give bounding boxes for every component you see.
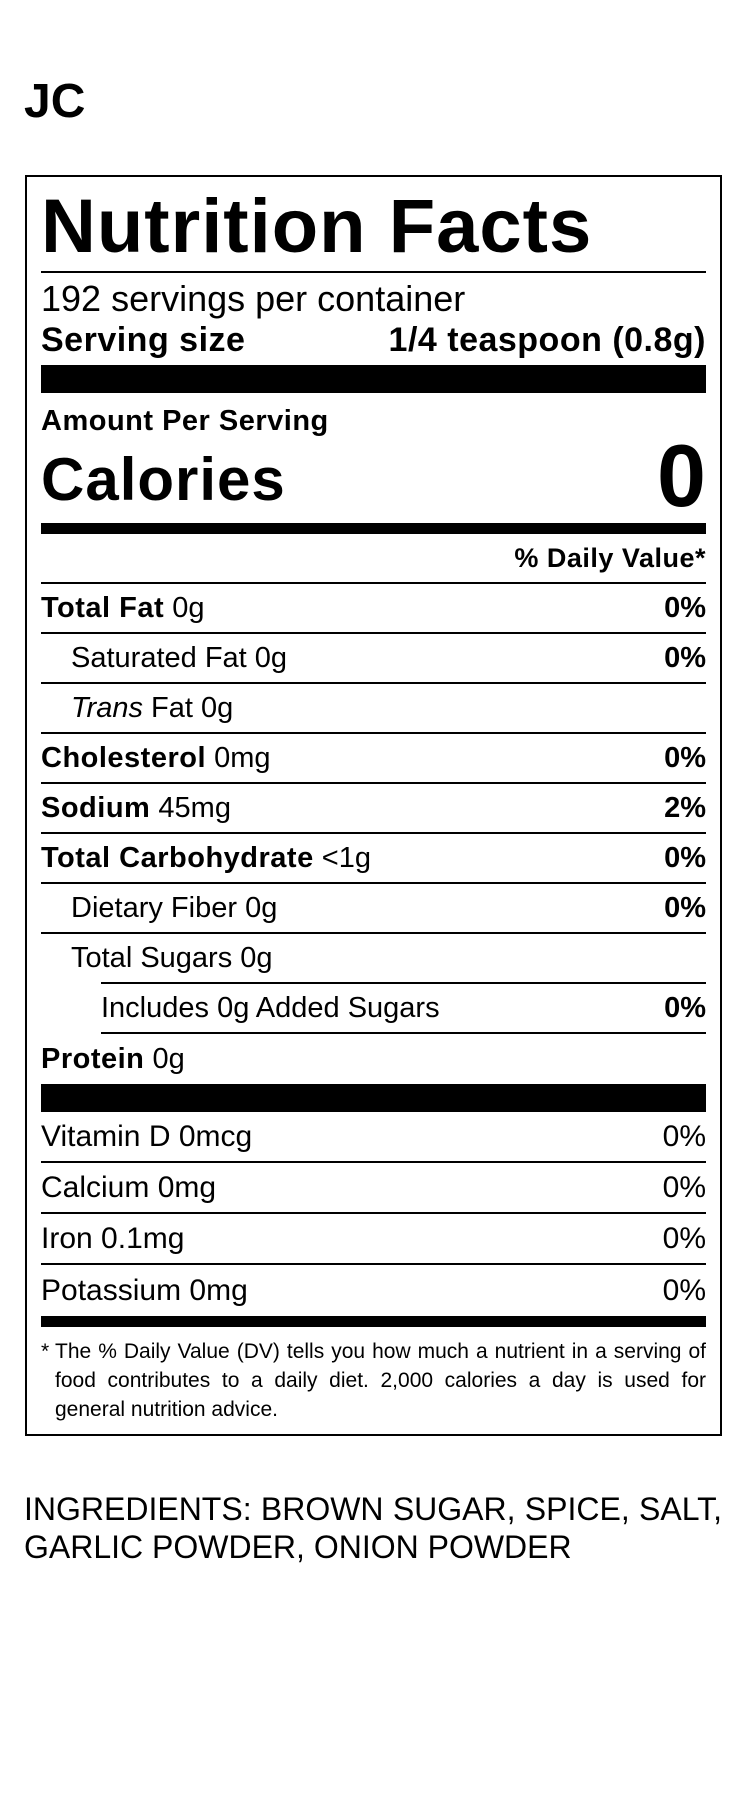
amount-per-serving: Amount Per Serving: [41, 405, 329, 437]
nutrient-name: Protein: [41, 1042, 145, 1075]
nutrient-name: Includes 0g Added Sugars: [101, 991, 440, 1024]
calories-row: Calories 0: [41, 426, 706, 525]
vitamin-amount: 0mg: [189, 1273, 248, 1307]
brand: JC: [24, 75, 86, 128]
servings: 192 servings per container: [41, 278, 466, 319]
calories-value: 0: [657, 426, 706, 525]
nutrient-row: Saturated Fat 0g 0%: [41, 634, 706, 684]
nutrient-dv: 2%: [664, 791, 706, 824]
vitamin-row: Vitamin D 0mcg 0%: [41, 1112, 706, 1163]
vitamin-dv: 0%: [662, 1170, 706, 1204]
nutrient-amount: 45mg: [158, 791, 231, 824]
nutrient-amount: 0g: [254, 641, 288, 674]
vitamin-row: Potassium 0mg 0%: [41, 1265, 706, 1316]
nutrient-dv: 0%: [664, 641, 706, 674]
serving-size-label: Serving size: [41, 321, 246, 359]
serving-size: Serving size 1/4 teaspoon (0.8g): [41, 321, 706, 359]
nutrient-row: Total Fat 0g 0%: [41, 584, 706, 634]
vitamin-dv: 0%: [662, 1273, 706, 1307]
divider: [41, 1084, 706, 1112]
vitamin-name: Calcium: [41, 1170, 150, 1204]
nutrient-dv: 0%: [664, 991, 706, 1024]
nutrient-row: Total Sugars 0g: [71, 934, 706, 984]
divider: [41, 365, 706, 393]
daily-value-header: % Daily Value*: [41, 534, 706, 584]
nutrient-row: Dietary Fiber 0g 0%: [41, 884, 706, 934]
vitamin-row: Iron 0.1mg 0%: [41, 1214, 706, 1265]
nutrient-name: Total Fat: [41, 591, 165, 624]
divider: [41, 1316, 706, 1327]
footnote-mark: *: [41, 1340, 50, 1363]
calories-label: Calories: [41, 446, 286, 513]
nutrient-name-italic: Trans: [71, 691, 143, 724]
nutrient-dv: 0%: [664, 591, 706, 624]
nutrient-row: Protein 0g: [41, 1034, 706, 1084]
nutrient-row: Sodium 45mg 2%: [41, 784, 706, 834]
nutrient-amount: 0mg: [214, 741, 271, 774]
nutrient-name: Fat: [151, 691, 193, 724]
nutrient-amount: 0g: [240, 941, 273, 974]
vitamin-amount: 0mg: [157, 1170, 217, 1204]
vitamin-name: Iron: [41, 1221, 93, 1255]
nutrient-amount: 0g: [152, 1042, 185, 1075]
nutrient-name: Saturated Fat: [71, 641, 247, 674]
vitamin-amount: 0.1mg: [101, 1221, 185, 1255]
vitamin-name: Potassium: [41, 1273, 182, 1307]
nutrient-amount: 0g: [201, 691, 234, 724]
label-title: Nutrition Facts: [41, 183, 706, 273]
nutrient-name: Total Carbohydrate: [41, 841, 314, 874]
vitamin-name: Vitamin D: [41, 1119, 171, 1153]
nutrient-dv: 0%: [664, 741, 706, 774]
nutrient-amount: 0g: [245, 891, 278, 924]
nutrient-name: Total Sugars: [71, 941, 233, 974]
serving-size-value: 1/4 teaspoon (0.8g): [388, 321, 706, 359]
ingredients: INGREDIENTS: BROWN SUGAR, SPICE, SALT, G…: [24, 1491, 722, 1565]
nutrient-row: Includes 0g Added Sugars 0%: [101, 984, 706, 1034]
vitamin-dv: 0%: [662, 1119, 706, 1153]
footnote-text: The % Daily Value (DV) tells you how muc…: [55, 1340, 706, 1421]
vitamin-row: Calcium 0mg 0%: [41, 1163, 706, 1214]
nutrient-row: Total Carbohydrate <1g 0%: [41, 834, 706, 884]
nutrient-row: Trans Fat 0g: [41, 684, 706, 734]
nutrient-dv: 0%: [664, 891, 706, 924]
nutrient-name: Dietary Fiber: [71, 891, 237, 924]
nutrient-amount: 0g: [172, 591, 205, 624]
footnote: * The % Daily Value (DV) tells you how m…: [41, 1337, 706, 1424]
nutrient-amount: <1g: [321, 841, 371, 874]
nutrient-dv: 0%: [664, 841, 706, 874]
divider: [41, 523, 706, 534]
vitamin-amount: 0mcg: [178, 1119, 253, 1153]
nutrient-name: Sodium: [41, 791, 151, 824]
nutrient-row: Cholesterol 0mg 0%: [41, 734, 706, 784]
vitamin-dv: 0%: [662, 1221, 706, 1255]
nutrition-label: Nutrition Facts 192 servings per contain…: [25, 175, 722, 1436]
nutrient-name: Cholesterol: [41, 741, 207, 774]
